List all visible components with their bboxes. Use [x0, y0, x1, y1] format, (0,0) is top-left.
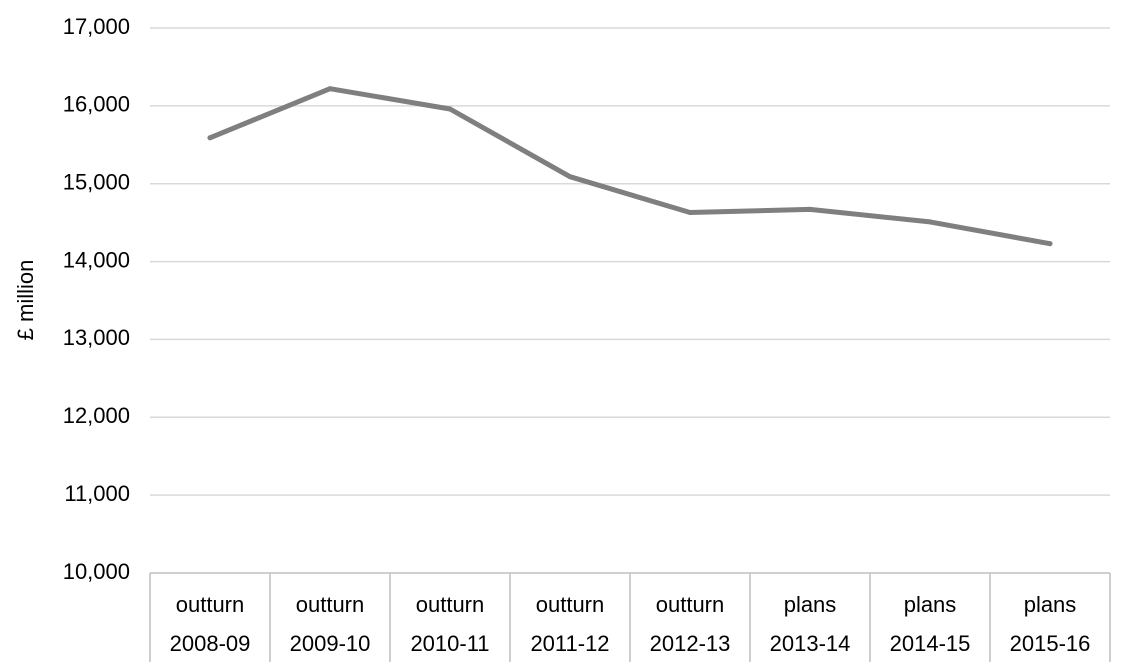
y-tick-label: 12,000 [63, 403, 130, 428]
data-point [447, 106, 453, 112]
x-tick-label-status: outturn [176, 592, 245, 617]
data-point [1047, 241, 1053, 247]
x-tick-label-year: 2011-12 [530, 631, 609, 656]
x-tick-label-status: plans [904, 592, 957, 617]
x-tick-label-year: 2009-10 [290, 631, 371, 656]
data-point [807, 206, 813, 212]
x-tick-label-year: 2012-13 [650, 631, 731, 656]
data-point [207, 135, 213, 141]
y-tick-label: 15,000 [63, 170, 130, 195]
x-tick-label-status: outturn [656, 592, 725, 617]
x-tick-label-status: plans [784, 592, 837, 617]
x-tick-label-year: 2010-11 [410, 631, 489, 656]
x-tick-label-year: 2013-14 [770, 631, 851, 656]
y-tick-label: 16,000 [63, 92, 130, 117]
y-axis-ticks: 10,000 11,000 12,000 13,000 14,000 15,000 16,0… [63, 14, 130, 584]
data-point [327, 86, 333, 92]
x-axis-ticks: outturn 2008-09 outturn 2009-10 outturn 2010-… [170, 592, 1091, 656]
y-tick-label: 17,000 [63, 14, 130, 39]
x-tick-label-year: 2014-15 [890, 631, 971, 656]
y-tick-label: 13,000 [63, 325, 130, 350]
x-tick-label-status: outturn [536, 592, 605, 617]
x-tick-label-year: 2015-16 [1010, 631, 1091, 656]
y-tick-label: 10,000 [63, 559, 130, 584]
x-tick-label-year: 2008-09 [170, 631, 251, 656]
series [207, 86, 1053, 247]
data-point [927, 219, 933, 225]
gridlines [150, 27, 1110, 496]
series-line [207, 86, 1053, 247]
y-tick-label: 11,000 [64, 481, 130, 506]
x-axis [149, 572, 1111, 662]
x-tick-label-status: outturn [416, 592, 485, 617]
data-point [567, 174, 573, 180]
data-point [687, 210, 693, 216]
x-tick-label-status: plans [1024, 592, 1077, 617]
y-axis-label: £ million [13, 260, 38, 341]
x-tick-label-status: outturn [296, 592, 365, 617]
y-tick-label: 14,000 [63, 247, 130, 272]
